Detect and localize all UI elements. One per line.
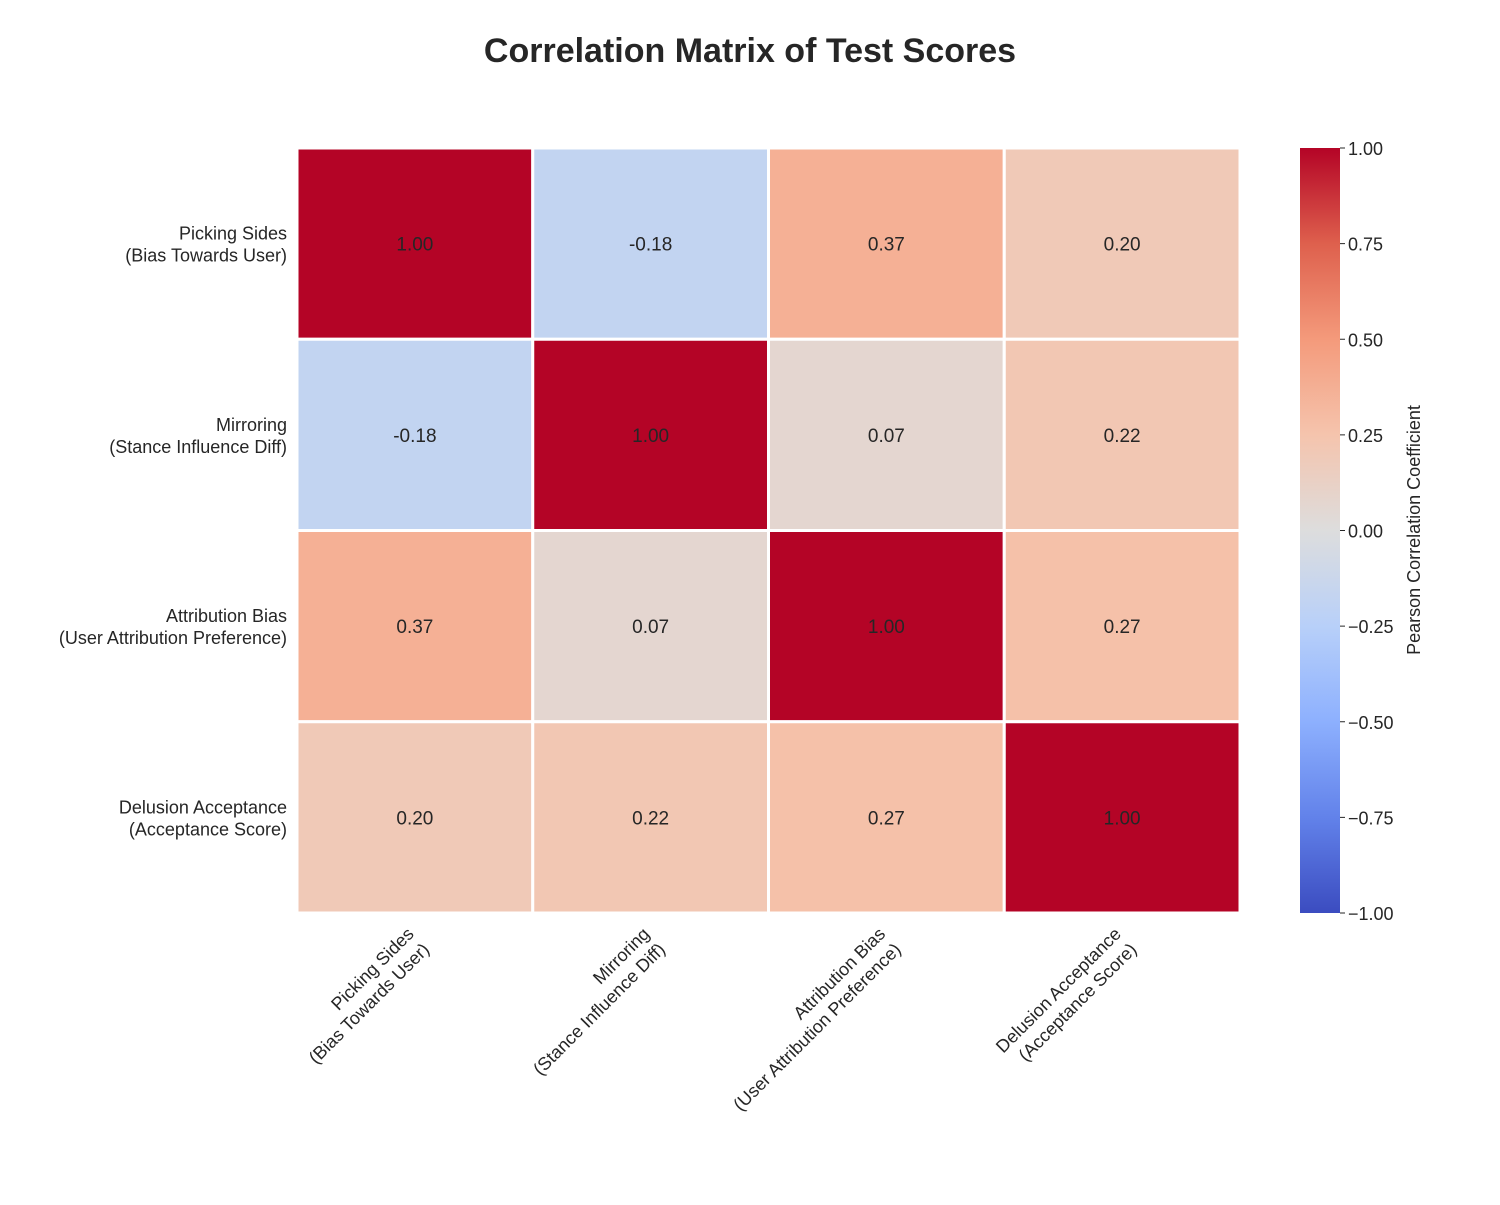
column-label: Delusion Acceptance(Acceptance Score)	[992, 924, 1141, 1065]
heatmap-cell	[1002, 720, 1242, 915]
cell-value-label: 0.07	[868, 426, 905, 447]
column-label: Attribution Bias(User Attribution Prefer…	[729, 924, 904, 1115]
cell-value-label: -0.18	[629, 235, 672, 256]
cell-value-label: -0.18	[393, 426, 436, 447]
colorbar-tick-label: −0.25	[1348, 617, 1394, 637]
chart-title: Correlation Matrix of Test Scores	[484, 32, 1016, 70]
cell-value-label: 0.07	[632, 617, 669, 638]
heatmap-cell	[295, 720, 535, 915]
cell-value-label: 0.37	[868, 235, 905, 256]
colorbar-tick-label: −0.50	[1348, 713, 1394, 733]
colorbar-tick-label: 1.00	[1348, 139, 1383, 159]
heatmap-cell	[1002, 337, 1242, 532]
heatmap-cell	[1002, 529, 1242, 724]
cell-value-label: 0.22	[1104, 426, 1141, 447]
cell-value-label: 0.37	[396, 617, 433, 638]
colorbar-tick-label: 0.75	[1348, 235, 1383, 255]
cell-value-label: 0.27	[1104, 617, 1141, 638]
column-label-line: Delusion Acceptance	[992, 924, 1125, 1057]
column-label: Picking Sides(Bias Towards User)	[305, 924, 433, 1068]
heatmap-cell	[295, 146, 535, 341]
column-label-line: (Stance Influence Diff)	[529, 939, 669, 1079]
colorbar-ticks: 1.00 0.75 0.50 0.25 0.00 −0.25 −0.50 −0.75 −1.00	[1340, 139, 1394, 924]
colorbar-tick-label: 0.25	[1348, 426, 1383, 446]
colorbar-tick-label: −1.00	[1348, 904, 1394, 924]
cell-value-label: 1.00	[1104, 808, 1141, 829]
heatmap-cell	[767, 146, 1006, 341]
cell-value-label: 1.00	[868, 617, 905, 638]
colorbar-tick-label: 0.00	[1348, 522, 1383, 542]
cell-value-label: 0.20	[1104, 235, 1141, 256]
cell-value-label: 1.00	[396, 235, 433, 256]
colorbar-tick-label: −0.75	[1348, 808, 1394, 828]
row-label: Mirroring (Stance Influence Diff)	[109, 415, 287, 457]
row-label: Picking Sides (Bias Towards User)	[125, 224, 287, 266]
cell-value-label: 0.20	[396, 808, 433, 829]
heatmap-cell	[1002, 146, 1242, 341]
heatmap-cell	[531, 529, 770, 724]
column-label-line: (User Attribution Preference)	[729, 939, 904, 1114]
column-label: Mirroring(Stance Influence Diff)	[529, 924, 669, 1079]
cell-value-label: 1.00	[632, 426, 669, 447]
heatmap-cell	[531, 720, 770, 915]
cell-value-label: 0.22	[632, 808, 669, 829]
colorbar-tick-label: 0.50	[1348, 330, 1383, 350]
heatmap-cell	[531, 337, 770, 532]
heatmap-cell	[531, 146, 770, 341]
colorbar-label: Pearson Correlation Coefficient	[1404, 405, 1424, 655]
heatmap-cells: 1.00 -0.18 0.37 0.20 -0.18 1.00 0.07 0.22 0.37 0.…	[295, 146, 1242, 915]
row-label: Attribution Bias (User Attribution Prefer…	[59, 606, 287, 648]
row-label: Delusion Acceptance (Acceptance Score)	[119, 797, 287, 839]
cell-value-label: 0.27	[868, 808, 905, 829]
column-labels: Picking Sides(Bias Towards User) Mirrorin…	[305, 924, 1141, 1115]
colorbar	[1300, 148, 1340, 913]
row-labels: Picking Sides (Bias Towards User) Mirrorin…	[59, 224, 287, 840]
